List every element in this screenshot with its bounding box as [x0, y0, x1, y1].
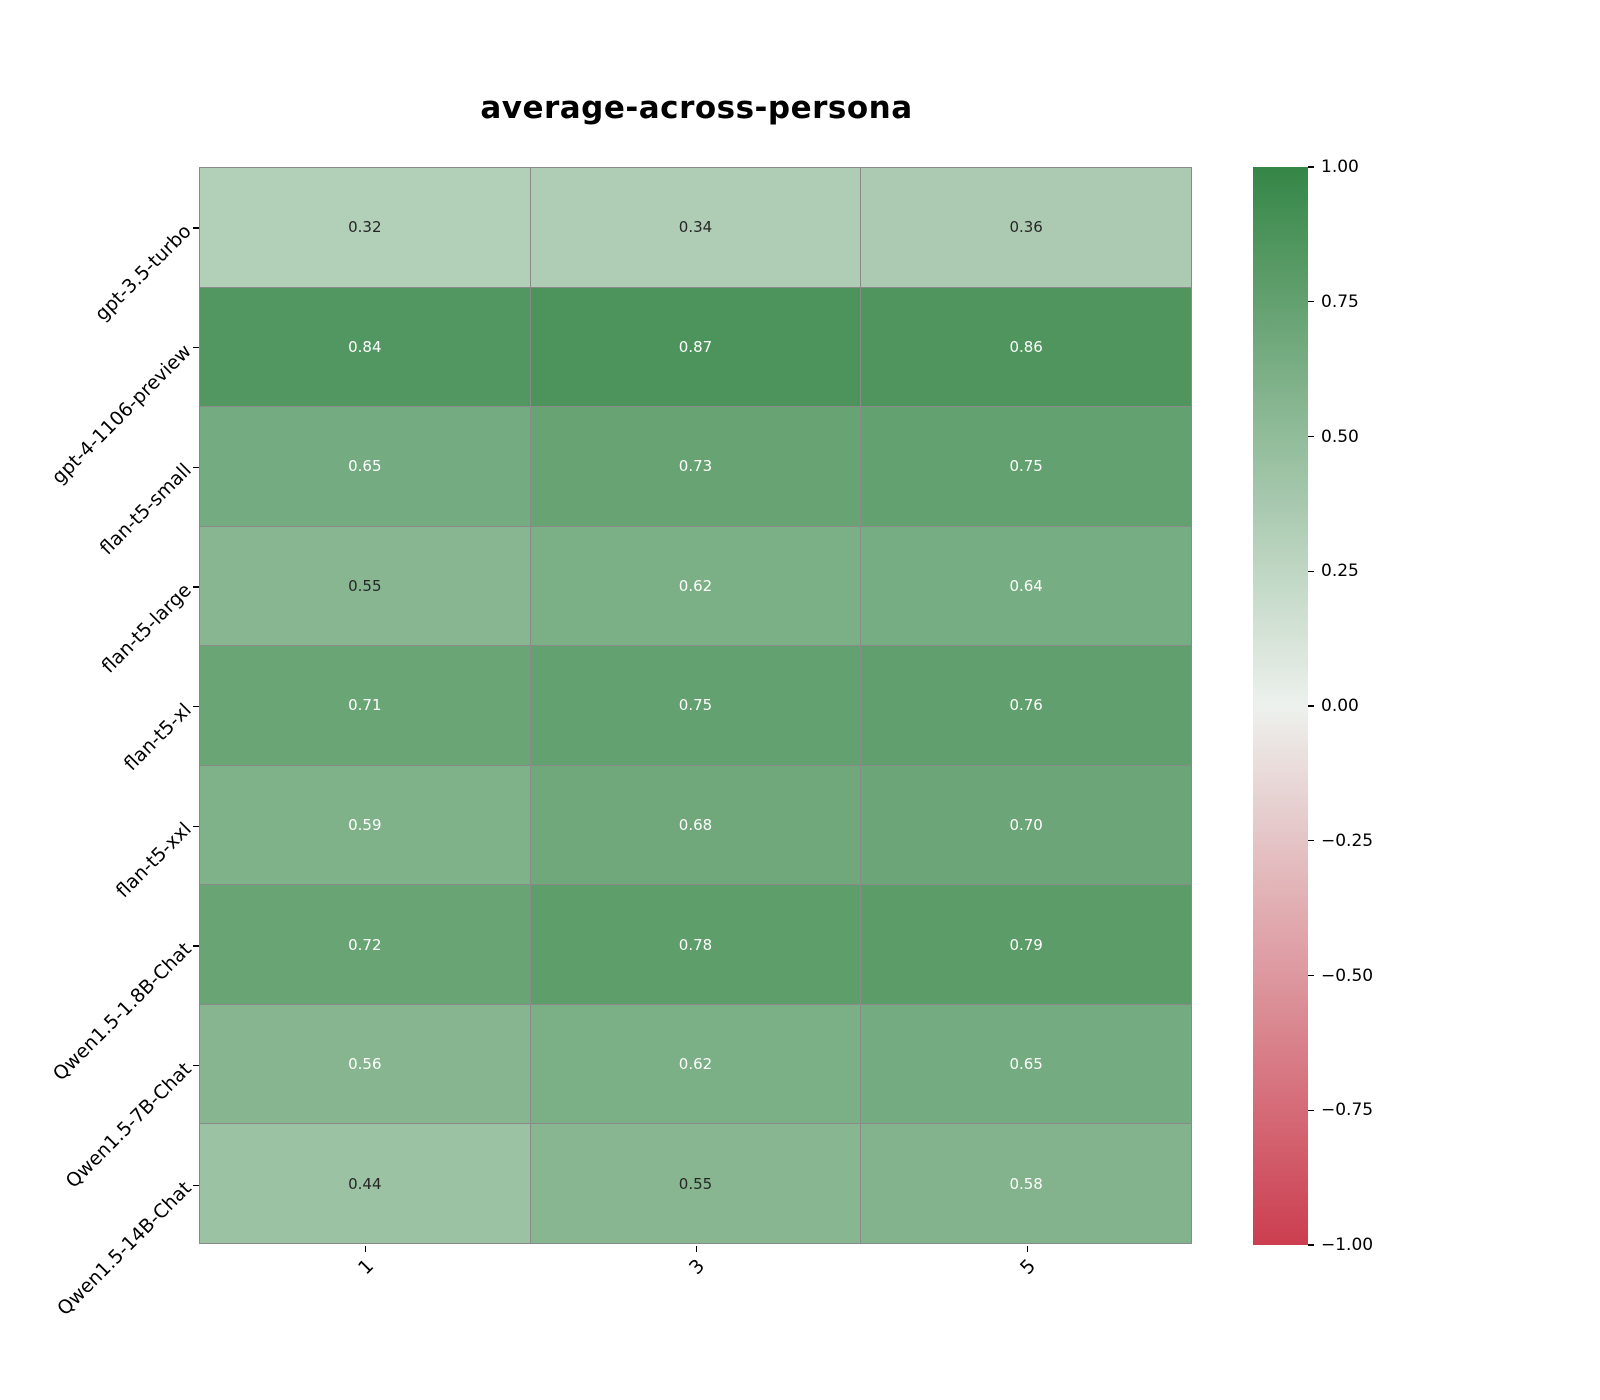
colorbar-tick-mark [1308, 1244, 1314, 1246]
colorbar-tick-label: 1.00 [1321, 157, 1359, 177]
cell-value: 0.72 [348, 935, 382, 954]
heatmap-cell: 0.72 [200, 885, 530, 1004]
heatmap-cell: 0.64 [861, 526, 1191, 646]
x-tick-mark [364, 1246, 367, 1252]
colorbar-tick-mark [1308, 570, 1314, 572]
colorbar-tick-label: −0.25 [1321, 830, 1374, 851]
heatmap-cell: 0.62 [530, 526, 861, 646]
cell-value: 0.71 [348, 696, 382, 715]
cell-value: 0.70 [1009, 816, 1043, 835]
cell-value: 0.34 [678, 218, 713, 237]
y-tick-mark [193, 1065, 199, 1067]
chart-title: average-across-persona [480, 90, 913, 126]
cell-value: 0.65 [1009, 1055, 1043, 1074]
heatmap-cell: 0.73 [530, 407, 861, 526]
heatmap-cell: 0.62 [530, 1004, 861, 1124]
cell-value: 0.58 [1009, 1174, 1043, 1193]
y-tick-mark [193, 825, 199, 828]
heatmap-cell: 0.55 [530, 1124, 861, 1243]
cell-value: 0.73 [678, 457, 713, 476]
cell-value: 0.87 [678, 337, 713, 356]
heatmap-cell: 0.59 [200, 765, 530, 885]
colorbar-tick-mark [1308, 974, 1314, 977]
cell-value: 0.32 [348, 218, 382, 237]
colorbar-tick-mark [1308, 840, 1314, 842]
heatmap-cell: 0.68 [530, 765, 861, 885]
colorbar [1253, 167, 1308, 1245]
heatmap-cell: 0.56 [200, 1004, 530, 1124]
heatmap-cell: 0.70 [861, 765, 1191, 885]
cell-value: 0.78 [678, 935, 713, 954]
x-tick-mark [1026, 1246, 1029, 1252]
y-tick-mark [193, 1184, 199, 1187]
colorbar-tick-mark [1308, 705, 1314, 707]
heatmap-cell: 0.76 [861, 646, 1191, 765]
heatmap-cell: 0.84 [200, 287, 530, 407]
y-tick-mark [193, 706, 199, 708]
cell-value: 0.55 [348, 576, 382, 595]
cell-value: 0.55 [678, 1174, 713, 1193]
colorbar-tick-mark [1308, 435, 1314, 438]
cell-value: 0.64 [1009, 576, 1043, 595]
cell-value: 0.65 [348, 457, 382, 476]
y-tick-mark [193, 227, 199, 229]
heatmap-cell: 0.75 [530, 646, 861, 765]
heatmap-cell: 0.32 [200, 168, 530, 287]
cell-value: 0.36 [1009, 218, 1043, 237]
heatmap-cell: 0.78 [530, 885, 861, 1004]
colorbar-tick-label: −0.75 [1321, 1100, 1374, 1121]
cell-value: 0.86 [1009, 337, 1043, 356]
heatmap-cell: 0.79 [861, 885, 1191, 1004]
cell-value: 0.76 [1009, 696, 1043, 715]
heatmap-grid: 0.32 0.34 0.36 0.84 0.87 0.86 0.65 0.73 0.75 0.55… [199, 167, 1192, 1244]
colorbar-tick-label: −1.00 [1321, 1235, 1374, 1255]
heatmap-cell: 0.65 [861, 1004, 1191, 1124]
colorbar-tick-label: −0.50 [1321, 965, 1374, 986]
heatmap-cell: 0.86 [861, 287, 1191, 407]
heatmap-cell: 0.87 [530, 287, 861, 407]
cell-value: 0.79 [1009, 935, 1043, 954]
cell-value: 0.75 [1009, 457, 1043, 476]
y-tick-mark [193, 586, 199, 588]
colorbar-tick-label: 0.50 [1321, 426, 1359, 447]
heatmap-cell: 0.34 [530, 168, 861, 287]
colorbar-tick-mark [1308, 1109, 1314, 1111]
heatmap-cell: 0.71 [200, 646, 530, 765]
heatmap-cell: 0.75 [861, 407, 1191, 526]
heatmap-cell: 0.36 [861, 168, 1191, 287]
colorbar-tick-label: 0.75 [1321, 291, 1359, 312]
cell-value: 0.84 [348, 337, 382, 356]
colorbar-tick-label: 0.25 [1321, 561, 1359, 582]
colorbar-tick-label: 0.00 [1321, 696, 1359, 716]
cell-value: 0.62 [678, 1055, 713, 1074]
cell-value: 0.62 [678, 576, 713, 595]
x-tick-mark [695, 1246, 698, 1252]
cell-value: 0.59 [348, 816, 382, 835]
cell-value: 0.56 [348, 1055, 382, 1074]
y-tick-mark [193, 347, 199, 349]
heatmap-cell: 0.55 [200, 526, 530, 646]
heatmap-cell: 0.44 [200, 1124, 530, 1243]
heatmap-cell: 0.65 [200, 407, 530, 526]
cell-value: 0.68 [678, 816, 713, 835]
heatmap-cell: 0.58 [861, 1124, 1191, 1243]
colorbar-tick-mark [1308, 301, 1314, 303]
cell-value: 0.75 [678, 696, 713, 715]
y-tick-mark [193, 466, 199, 469]
colorbar-tick-mark [1308, 166, 1314, 168]
y-tick-mark [193, 945, 199, 947]
cell-value: 0.44 [348, 1174, 382, 1193]
